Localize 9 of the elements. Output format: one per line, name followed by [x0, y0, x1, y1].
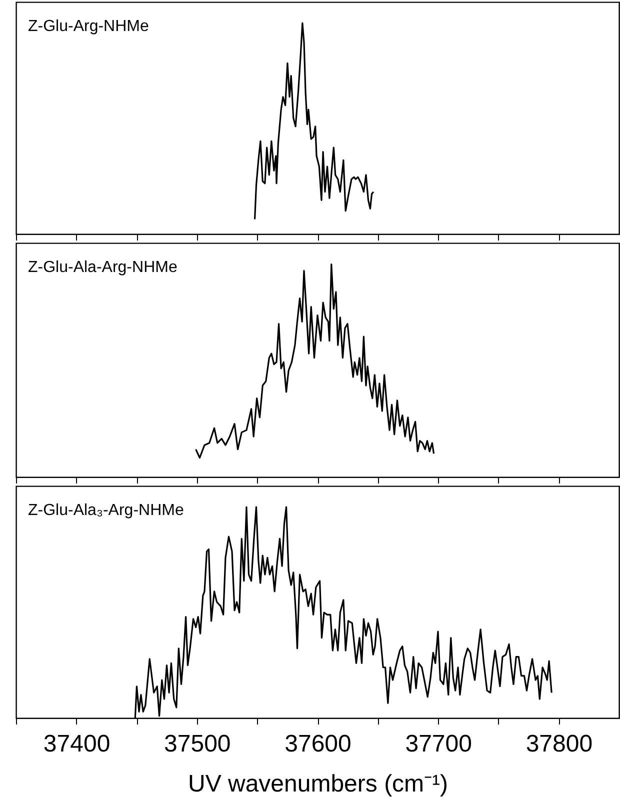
- x-tick-label: 37500: [164, 730, 231, 758]
- x-axis-title: UV wavenumbers (cm⁻¹): [188, 770, 448, 798]
- annotation: Z-Glu-Arg-NHMe: [28, 18, 149, 35]
- annotation: Z-Glu-Ala₃-Arg-NHMe: [28, 502, 184, 519]
- x-tick-label: 37400: [43, 730, 110, 758]
- x-tick-label: 37600: [284, 730, 352, 758]
- x-tick-label: 37700: [405, 730, 472, 758]
- annotation: Z-Glu-Ala-Arg-NHMe: [28, 259, 178, 276]
- x-tick-label: 37800: [526, 730, 593, 758]
